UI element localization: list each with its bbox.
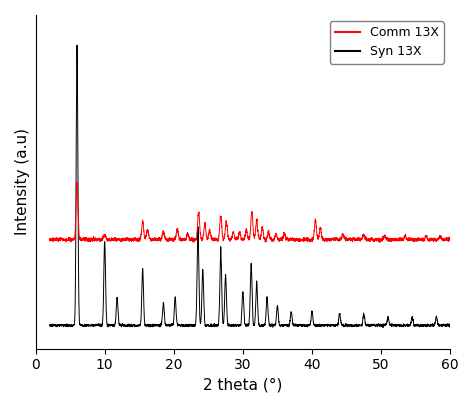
Legend: Comm 13X, Syn 13X: Comm 13X, Syn 13X	[330, 21, 444, 64]
X-axis label: 2 theta (°): 2 theta (°)	[203, 378, 283, 393]
Y-axis label: Intensity (a.u): Intensity (a.u)	[15, 129, 30, 235]
